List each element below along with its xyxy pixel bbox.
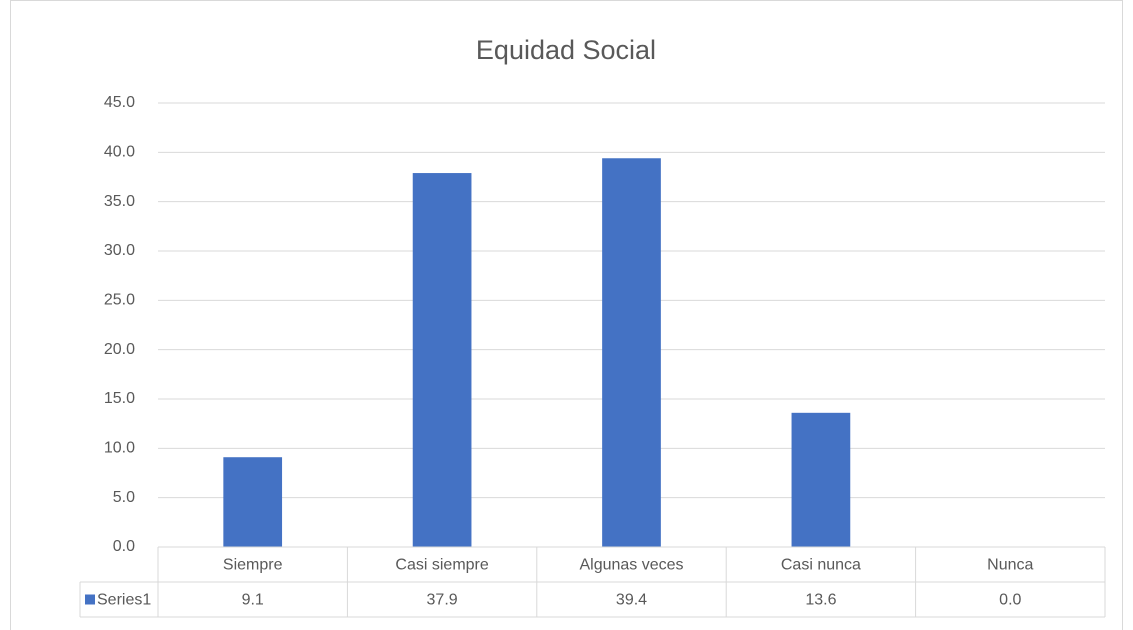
y-tick-label: 0.0: [113, 538, 135, 555]
bar: [791, 412, 851, 547]
chart-border: [10, 0, 1123, 630]
chart-title: Equidad Social: [476, 35, 656, 65]
bar: [223, 457, 283, 547]
x-tick-label: Casi nunca: [781, 557, 861, 574]
x-tick-label: Casi siempre: [395, 557, 488, 574]
y-tick-label: 5.0: [113, 489, 135, 506]
x-tick-label: Algunas veces: [579, 557, 683, 574]
y-tick-label: 15.0: [104, 390, 135, 407]
y-tick-label: 25.0: [104, 292, 135, 309]
y-tick-label: 20.0: [104, 341, 135, 358]
y-tick-label: 40.0: [104, 144, 135, 161]
data-table-value: 37.9: [427, 592, 458, 609]
bar: [412, 173, 472, 547]
data-table-value: 0.0: [999, 592, 1021, 609]
legend-swatch: [85, 594, 95, 605]
x-tick-label: Nunca: [987, 557, 1033, 574]
data-table-value: 13.6: [805, 592, 836, 609]
data-table-value: 39.4: [616, 592, 647, 609]
legend-label: Series1: [97, 592, 151, 609]
y-tick-label: 10.0: [104, 440, 135, 457]
y-tick-label: 30.0: [104, 242, 135, 259]
x-tick-label: Siempre: [223, 557, 283, 574]
bar: [602, 158, 661, 547]
y-tick-label: 35.0: [104, 193, 135, 210]
y-tick-label: 45.0: [104, 94, 135, 111]
data-table-value: 9.1: [242, 592, 264, 609]
